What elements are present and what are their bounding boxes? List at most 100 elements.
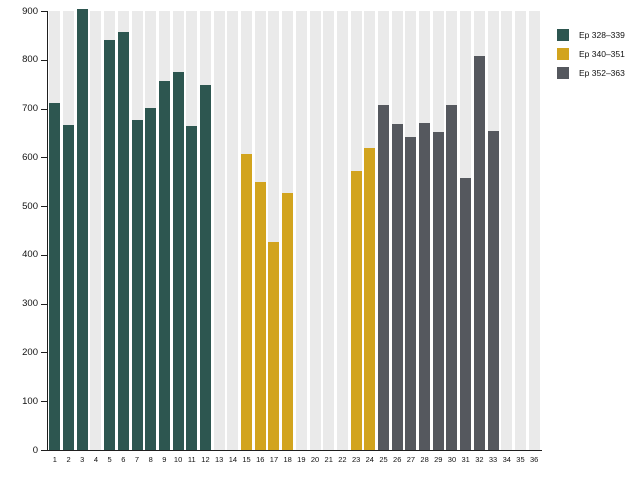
y-tick (41, 255, 47, 256)
slot-band (309, 11, 321, 450)
x-tick-label: 25 (379, 455, 388, 464)
legend-item: Ep 340–351 (557, 48, 625, 60)
x-tick-label: 34 (502, 455, 511, 464)
bar-25 (378, 105, 389, 450)
legend: Ep 328–339 Ep 340–351 Ep 352–363 (557, 29, 625, 86)
y-tick (41, 157, 47, 158)
y-tick (41, 450, 47, 451)
bar-6 (117, 32, 129, 450)
bar-30 (446, 104, 458, 450)
x-tick-label: 23 (351, 455, 361, 464)
x-tick-label: 11 (187, 455, 196, 464)
bar-9 (158, 81, 170, 450)
bar-11 (186, 125, 198, 450)
y-tick (41, 304, 47, 305)
bar-26 (391, 124, 403, 450)
x-tick-label: 36 (529, 455, 539, 464)
y-tick-label: 100 (22, 395, 38, 407)
x-tick-label: 33 (488, 455, 498, 464)
bar-32 (473, 55, 485, 450)
y-axis-spine (47, 11, 48, 451)
bar-27 (405, 137, 417, 450)
y-tick-label: 300 (22, 298, 38, 310)
legend-swatch (557, 48, 569, 60)
bar-16 (254, 181, 266, 450)
x-tick-label: 10 (173, 455, 183, 464)
bar-24 (364, 147, 376, 450)
slot-band (323, 11, 335, 450)
x-tick-label: 26 (393, 455, 402, 464)
x-tick-label: 24 (365, 455, 374, 464)
bar-5 (104, 40, 116, 450)
legend-swatch (557, 29, 569, 41)
x-tick-label: 20 (310, 455, 320, 464)
x-tick-label: 28 (420, 455, 429, 464)
x-tick-label: 13 (215, 455, 224, 464)
y-tick (41, 401, 47, 402)
x-tick-label: 31 (461, 455, 470, 464)
legend-label: Ep 328–339 (579, 30, 625, 40)
y-tick (41, 11, 47, 12)
x-tick-label: 12 (201, 455, 210, 464)
slot-band (336, 11, 348, 450)
x-tick-label: 16 (256, 455, 265, 464)
plot-area (48, 8, 541, 450)
bar-33 (487, 131, 499, 450)
y-tick-label: 0 (32, 444, 38, 456)
x-tick-label: 6 (121, 455, 126, 464)
x-tick-label: 22 (338, 455, 347, 464)
slot-band (90, 11, 102, 450)
x-tick-label: 21 (324, 455, 333, 464)
slot-band (213, 11, 225, 450)
legend-item: Ep 352–363 (557, 67, 625, 79)
y-tick-label: 500 (22, 200, 38, 212)
bar-23 (350, 170, 362, 450)
bar-12 (199, 84, 211, 450)
bar-17 (268, 242, 280, 450)
legend-swatch (557, 67, 569, 79)
legend-label: Ep 352–363 (579, 68, 625, 78)
y-tick-label: 400 (22, 249, 38, 261)
slot-band (528, 11, 540, 450)
x-tick-label: 32 (475, 455, 484, 464)
y-tick-label: 200 (22, 346, 38, 358)
x-axis-spine (42, 450, 542, 451)
x-tick-label: 8 (148, 455, 153, 464)
slot-band (514, 11, 526, 450)
bar-7 (131, 119, 143, 450)
x-tick-label: 4 (93, 455, 98, 464)
x-tick-label: 1 (52, 455, 57, 464)
bar-29 (432, 131, 444, 450)
bar-15 (241, 154, 253, 450)
x-tick-label: 17 (269, 455, 279, 464)
y-tick (41, 352, 47, 353)
x-tick-label: 30 (447, 455, 457, 464)
x-tick-label: 14 (228, 455, 238, 464)
y-tick-label: 800 (22, 54, 38, 66)
slot-band (295, 11, 307, 450)
x-tick-label: 27 (406, 455, 416, 464)
bar-28 (419, 123, 431, 450)
y-tick (41, 206, 47, 207)
bar-31 (460, 178, 472, 450)
x-tick-label: 7 (134, 455, 140, 464)
bar-8 (145, 108, 157, 450)
y-tick-label: 600 (22, 151, 38, 163)
x-tick-label: 18 (283, 455, 292, 464)
slot-band (268, 11, 280, 450)
x-tick-label: 15 (242, 455, 251, 464)
y-tick-label: 700 (22, 103, 38, 115)
x-tick-label: 9 (162, 455, 167, 464)
bar-18 (282, 192, 294, 450)
bar-10 (172, 71, 184, 450)
x-tick-label: 29 (434, 455, 443, 464)
x-tick-label: 3 (80, 455, 85, 464)
x-tick-label: 5 (107, 455, 112, 464)
legend-label: Ep 340–351 (579, 49, 625, 59)
x-tick-label: 2 (66, 455, 71, 464)
y-tick (41, 109, 47, 110)
slot-band (227, 11, 239, 450)
slot-band (501, 11, 513, 450)
y-tick-label: 900 (22, 5, 38, 17)
